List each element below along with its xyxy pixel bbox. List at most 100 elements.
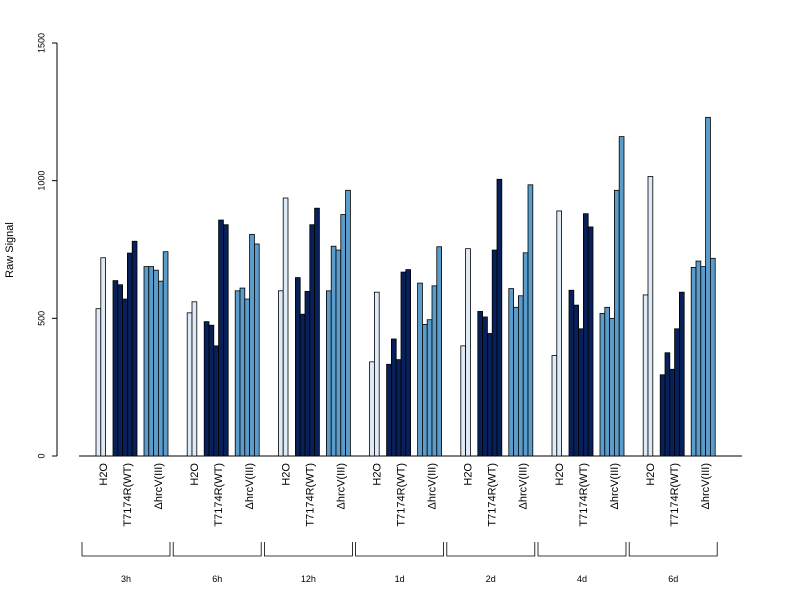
bar	[477, 311, 483, 457]
category-label: H2O	[645, 463, 657, 486]
bar	[143, 266, 150, 457]
bar	[157, 280, 164, 457]
bar	[395, 359, 402, 457]
bar	[647, 176, 654, 457]
bar	[568, 289, 575, 457]
bar	[400, 271, 407, 457]
bar	[294, 277, 301, 457]
bar	[609, 317, 615, 457]
group-bracket	[81, 542, 171, 557]
bar	[551, 355, 558, 457]
bar	[587, 226, 594, 457]
bar	[604, 306, 610, 457]
bar	[491, 249, 498, 457]
category-label: ΔhrcV(III)	[335, 463, 347, 509]
bar	[518, 295, 524, 457]
y-axis-label: Raw Signal	[4, 222, 16, 278]
bar	[153, 269, 159, 457]
bar	[325, 290, 332, 457]
bar	[162, 251, 169, 457]
group-brackets: 3h 6h 12h 1d 2d 4d 6d	[81, 542, 718, 584]
bar	[436, 246, 442, 457]
group-label: 1d	[395, 574, 405, 584]
category-label: ΔhrcV(III)	[609, 463, 621, 509]
y-tick-label: 1000	[36, 171, 46, 191]
bar	[599, 312, 606, 457]
bar	[482, 316, 488, 457]
bar	[573, 304, 579, 457]
bar	[659, 374, 666, 457]
category-label: T7174R(WT)	[669, 463, 681, 527]
bar	[299, 313, 306, 457]
bar	[373, 291, 380, 457]
bar	[417, 282, 423, 457]
category-label: H2O	[280, 463, 292, 486]
bar	[191, 301, 198, 457]
bar	[486, 333, 493, 457]
group-label: 4d	[577, 574, 587, 584]
category-label: T7174R(WT)	[122, 463, 134, 527]
bar	[127, 252, 133, 457]
bar	[234, 290, 241, 457]
bar	[213, 345, 220, 457]
category-label: ΔhrcV(III)	[153, 463, 165, 509]
bar	[309, 224, 315, 457]
bar	[117, 284, 124, 457]
category-label: H2O	[554, 463, 566, 486]
bar	[369, 361, 375, 457]
group-bracket	[446, 542, 536, 557]
group-label: 2d	[486, 574, 496, 584]
bar	[218, 219, 224, 457]
bar	[208, 324, 215, 457]
bar	[618, 136, 625, 457]
bar	[186, 312, 193, 457]
bar	[390, 338, 397, 457]
bar	[304, 290, 311, 457]
bar	[642, 294, 649, 457]
category-label: ΔhrcV(III)	[518, 463, 530, 509]
category-label: ΔhrcV(III)	[244, 463, 256, 509]
bar	[496, 178, 503, 457]
bar	[335, 249, 342, 457]
bar	[239, 287, 246, 457]
category-label: T7174R(WT)	[304, 463, 316, 527]
group-label: 3h	[121, 574, 131, 584]
bar	[253, 243, 260, 457]
bar	[460, 345, 466, 457]
category-label: T7174R(WT)	[578, 463, 590, 527]
bar	[710, 257, 716, 457]
bar	[583, 213, 589, 457]
category-label: H2O	[98, 463, 110, 486]
bar	[330, 245, 337, 457]
bar	[664, 352, 671, 457]
group-label: 12h	[301, 574, 316, 584]
category-label: ΔhrcV(III)	[427, 463, 439, 509]
bar	[100, 257, 107, 457]
y-tick-label: 500	[36, 311, 46, 326]
group-label: 6h	[212, 574, 222, 584]
group-bracket	[264, 542, 353, 557]
y-axis: 0 500 1000 1500	[36, 33, 58, 459]
category-labels: H2O T7174R(WT) ΔhrcV(III) H2O T7174R(WT) Δhrc…	[98, 463, 712, 527]
category-label: H2O	[463, 463, 475, 486]
bars	[95, 116, 716, 457]
bar	[203, 321, 210, 457]
bar	[314, 207, 320, 457]
category-label: T7174R(WT)	[396, 463, 408, 527]
bar	[249, 233, 255, 457]
bar	[674, 328, 680, 457]
bar	[244, 298, 251, 457]
category-label: T7174R(WT)	[213, 463, 225, 527]
bar	[522, 252, 529, 457]
category-label: T7174R(WT)	[487, 463, 499, 527]
bar	[465, 248, 471, 457]
category-label: H2O	[372, 463, 384, 486]
bar	[578, 328, 584, 457]
bar	[131, 240, 138, 457]
bar	[695, 260, 702, 457]
bar	[222, 224, 229, 457]
group-bracket	[172, 542, 262, 557]
bar	[345, 189, 351, 457]
y-tick-label: 1500	[36, 33, 46, 53]
